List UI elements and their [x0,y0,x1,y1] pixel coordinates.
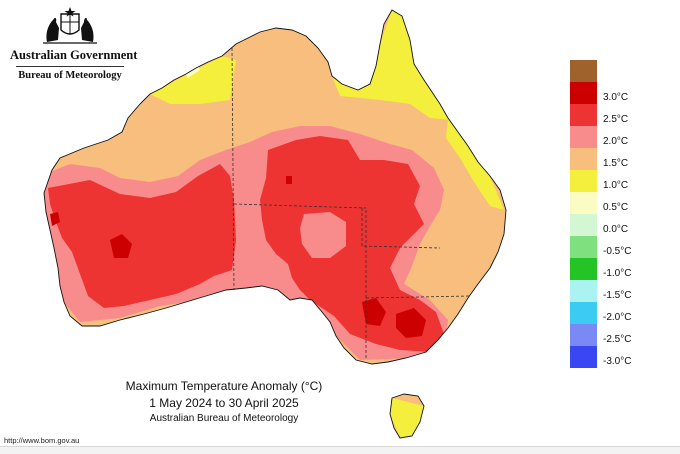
divider [16,66,124,67]
legend-swatch-0 [570,60,597,82]
legend-row-3: 2.0°C [570,126,680,148]
legend-row-0 [570,60,680,82]
legend-swatch-2 [570,104,597,126]
legend-label-5: 1.0°C [603,180,629,191]
legend-swatch-8 [570,236,597,258]
legend-row-10: -1.5°C [570,280,680,302]
legend-row-11: -2.0°C [570,302,680,324]
legend-swatch-3 [570,126,597,148]
legend-row-6: 0.5°C [570,192,680,214]
legend-row-9: -1.0°C [570,258,680,280]
map-title: Maximum Temperature Anomaly (°C) [125,379,323,393]
legend-row-4: 1.5°C [570,148,680,170]
legend-swatch-13 [570,346,597,368]
legend-label-1: 3.0°C [603,92,629,103]
map-source: Australian Bureau of Meteorology [149,413,299,424]
legend-row-8: -0.5°C [570,236,680,258]
coat-of-arms-icon [43,7,97,44]
legend-swatch-10 [570,280,597,302]
legend-swatch-11 [570,302,597,324]
legend-label-2: 2.5°C [603,114,629,125]
legend-label-8: -0.5°C [603,246,632,257]
legend: 3.0°C 2.5°C 2.0°C 1.5°C 1.0°C 0.5°C 0.0°… [570,60,680,368]
legend-label-11: -2.0°C [603,312,632,323]
legend-row-13: -3.0°C [570,346,680,368]
legend-swatch-7 [570,214,597,236]
legend-row-12: -2.5°C [570,324,680,346]
legend-row-2: 2.5°C [570,104,680,126]
legend-label-12: -2.5°C [603,334,632,345]
legend-swatch-1 [570,82,597,104]
legend-label-13: -3.0°C [603,356,632,367]
website-url: http://www.bom.gov.au [4,436,80,445]
legend-row-7: 0.0°C [570,214,680,236]
coastline [43,9,507,439]
government-name: Australian Government [10,48,138,62]
government-logo: Australian Government Bureau of Meteorol… [10,6,138,81]
legend-label-4: 1.5°C [603,158,629,169]
legend-label-7: 0.0°C [603,224,629,235]
legend-row-1: 3.0°C [570,82,680,104]
legend-row-5: 1.0°C [570,170,680,192]
map-title-block: Maximum Temperature Anomaly (°C) 1 May 2… [104,379,344,424]
legend-swatch-9 [570,258,597,280]
state-borders [231,47,471,360]
agency-name: Bureau of Meteorology [18,70,122,81]
legend-swatch-12 [570,324,597,346]
legend-swatch-6 [570,192,597,214]
legend-label-3: 2.0°C [603,136,629,147]
legend-label-6: 0.5°C [603,202,629,213]
legend-label-10: -1.5°C [603,290,632,301]
map-period: 1 May 2024 to 30 April 2025 [149,396,299,410]
bottom-strip [0,446,680,454]
legend-label-9: -1.0°C [603,268,632,279]
legend-swatch-4 [570,148,597,170]
legend-swatch-5 [570,170,597,192]
